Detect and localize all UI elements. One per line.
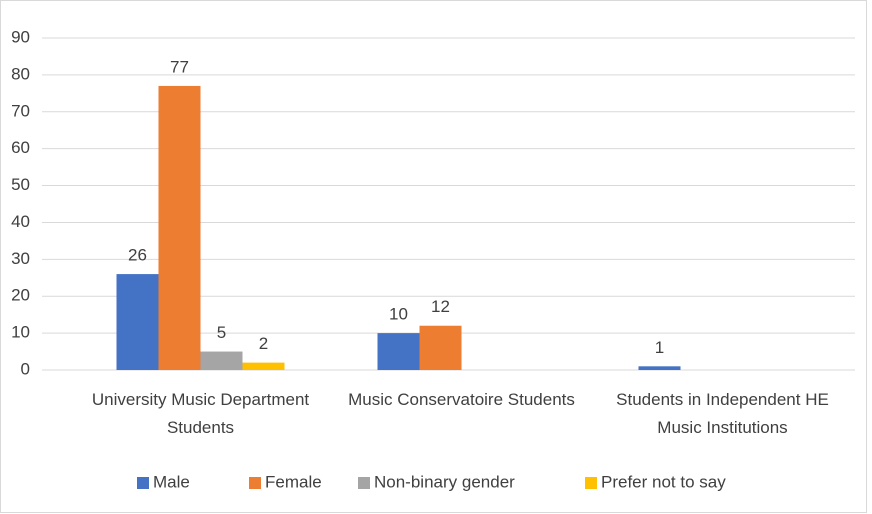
- bar: [200, 351, 243, 370]
- y-tick-label: 10: [11, 323, 30, 342]
- bar: [158, 85, 201, 370]
- data-label: 5: [217, 323, 226, 342]
- bar: [419, 325, 462, 370]
- legend-swatch: [585, 477, 597, 489]
- x-tick-label: University Music Department Students: [91, 390, 310, 437]
- x-tick-label: Students in Independent HE Music Institu…: [616, 390, 829, 437]
- y-tick-label: 40: [11, 212, 30, 231]
- legend-swatch: [137, 477, 149, 489]
- y-tick-label: 60: [11, 138, 30, 157]
- bar: [242, 362, 285, 370]
- data-label: 26: [128, 246, 147, 265]
- legend-label: Prefer not to say: [601, 472, 726, 491]
- data-label: 12: [431, 297, 450, 316]
- legend-label: Male: [153, 472, 190, 491]
- data-label: 1: [655, 338, 664, 357]
- y-tick-label: 30: [11, 249, 30, 268]
- bar: [116, 274, 159, 370]
- y-tick-label: 50: [11, 175, 30, 194]
- x-tick-label: Music Conservatoire Students: [348, 390, 575, 409]
- bar: [377, 333, 420, 370]
- data-label: 77: [170, 57, 189, 76]
- y-tick-label: 70: [11, 101, 30, 120]
- data-label: 10: [389, 305, 408, 324]
- bar: [638, 366, 681, 370]
- y-tick-label: 20: [11, 286, 30, 305]
- legend-swatch: [358, 477, 370, 489]
- data-label: 2: [259, 334, 268, 353]
- legend-label: Non-binary gender: [374, 472, 515, 491]
- legend-swatch: [249, 477, 261, 489]
- y-tick-label: 80: [11, 64, 30, 83]
- y-tick-label: 0: [21, 359, 30, 378]
- legend-label: Female: [265, 472, 322, 491]
- y-tick-label: 90: [11, 27, 30, 46]
